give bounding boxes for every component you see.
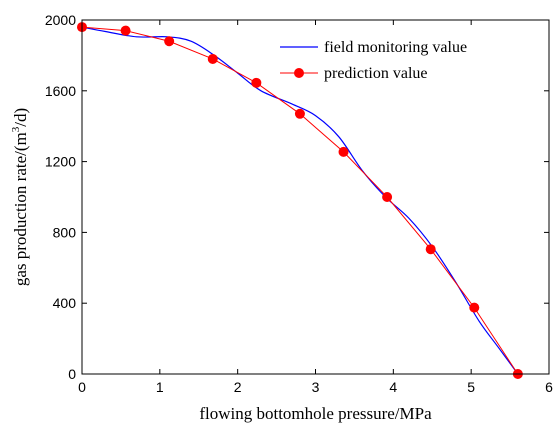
data-point-prediction-value (164, 36, 175, 47)
y-tick-label: 0 (68, 366, 76, 382)
x-tick-label: 1 (156, 379, 164, 395)
legend: field monitoring value prediction value (280, 39, 467, 82)
x-axis-title: flowing bottomhole pressure/MPa (199, 404, 432, 423)
data-point-prediction-value (120, 25, 131, 36)
legend-label-prediction: prediction value (324, 65, 428, 82)
x-tick-label: 6 (545, 379, 553, 395)
data-point-prediction-value (425, 244, 436, 255)
y-tick-label: 1600 (45, 83, 76, 99)
data-point-prediction-value (338, 146, 349, 157)
data-point-prediction-value (294, 108, 305, 119)
plot-frame (81, 19, 550, 375)
y-tick-label: 1200 (45, 154, 76, 170)
y-axis-title: gas production rate/(m3/d) (10, 108, 30, 286)
data-point-prediction-value (207, 53, 218, 64)
series-line-field-monitoring-value (81, 26, 519, 375)
y-axis-title-suffix: /d) (11, 108, 30, 127)
y-tick-label: 2000 (45, 12, 76, 28)
x-tick-label: 4 (389, 379, 397, 395)
y-axis-title-superscript: 3 (10, 126, 22, 132)
legend-label-field-monitoring: field monitoring value (324, 39, 467, 56)
data-point-prediction-value (469, 302, 480, 313)
series-line-prediction-value (81, 26, 519, 375)
legend-marker-prediction (294, 68, 304, 78)
y-tick-label: 800 (53, 224, 77, 240)
tick-labels: 0 1 2 3 4 5 6 0 400 800 1200 1600 2000 (45, 12, 553, 395)
y-axis-title-prefix: gas production rate/(m (11, 132, 30, 286)
x-tick-label: 3 (312, 379, 320, 395)
x-tick-label: 5 (467, 379, 475, 395)
data-point-prediction-value (251, 77, 262, 88)
x-tick-label: 2 (234, 379, 242, 395)
x-tick-label: 0 (78, 379, 86, 395)
y-tick-label: 400 (53, 295, 77, 311)
data-point-prediction-value (382, 192, 393, 202)
